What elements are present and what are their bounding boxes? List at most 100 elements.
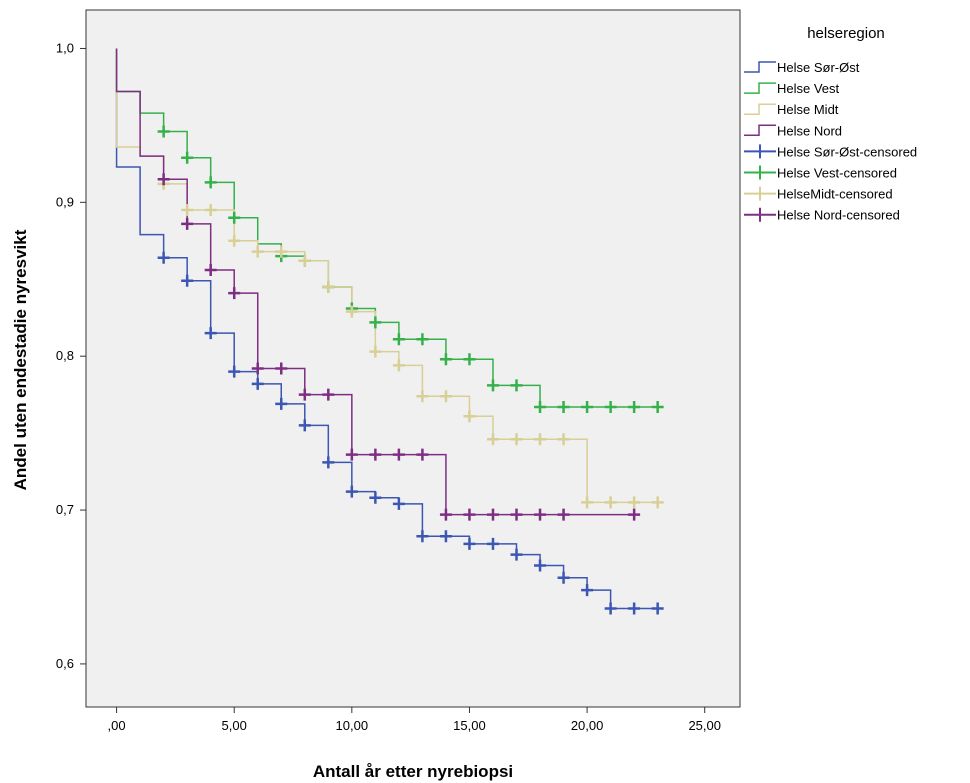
x-tick-label: 20,00 — [571, 718, 604, 733]
censor-mark-series-0 — [463, 537, 476, 550]
legend-swatch-censored — [744, 207, 776, 222]
censor-mark-series-3 — [251, 362, 264, 375]
censor-mark-series-0 — [345, 485, 358, 498]
censor-mark-series-2 — [228, 234, 241, 247]
legend-swatch — [744, 103, 776, 115]
censor-mark-series-0 — [369, 491, 382, 504]
censor-mark-series-0 — [510, 548, 523, 561]
censor-mark-series-3 — [369, 448, 382, 461]
x-tick-label: 25,00 — [688, 718, 721, 733]
censor-mark-series-3 — [510, 508, 523, 521]
y-tick-label: 0,9 — [56, 194, 74, 209]
plot-background — [85, 9, 741, 708]
censor-mark-series-1 — [628, 400, 641, 413]
legend-label: HelseMidt-censored — [777, 187, 893, 202]
censor-mark-series-0 — [251, 377, 264, 390]
legend-label: Helse Vest-censored — [777, 166, 897, 181]
censor-mark-series-2 — [557, 433, 570, 446]
censor-mark-series-3 — [228, 287, 241, 300]
censor-mark-series-1 — [204, 176, 217, 189]
censor-mark-series-2 — [510, 433, 523, 446]
censor-mark-series-1 — [604, 400, 617, 413]
censor-mark-series-3 — [628, 508, 641, 521]
censor-mark-series-0 — [651, 602, 664, 615]
censor-mark-series-1 — [416, 333, 429, 346]
y-tick-label: 0,7 — [56, 502, 74, 517]
x-axis: ,00 5,00 10,00 15,00 20,00 25,00 — [108, 707, 721, 733]
curve-series-0 — [115, 48, 658, 610]
censor-mark-series-0 — [486, 537, 499, 550]
censor-mark-series-2 — [651, 496, 664, 509]
censor-mark-series-1 — [581, 400, 594, 413]
legend-label: Helse Vest — [777, 81, 840, 96]
censor-mark-series-2 — [322, 280, 335, 293]
y-axis: 0,6 0,7 0,8 0,9 1,0 — [56, 40, 86, 671]
censor-mark-series-3 — [275, 362, 288, 375]
legend-swatch — [744, 124, 776, 137]
censor-mark-series-0 — [581, 584, 594, 597]
censor-mark-series-0 — [228, 365, 241, 378]
legend-swatch — [744, 61, 776, 73]
censor-mark-series-1 — [510, 379, 523, 392]
censor-mark-series-2 — [604, 496, 617, 509]
legend-label: Helse Sør-Øst-censored — [777, 144, 917, 159]
x-tick-label: 10,00 — [336, 718, 369, 733]
censor-mark-series-3 — [157, 173, 170, 186]
censor-mark-series-3 — [204, 264, 217, 277]
censor-mark-series-1 — [392, 333, 405, 346]
censor-mark-series-2 — [416, 390, 429, 403]
censor-mark-series-2 — [298, 254, 311, 267]
censor-mark-series-0 — [439, 530, 452, 543]
legend-swatch — [744, 82, 776, 94]
legend-label: Helse Nord-censored — [777, 208, 900, 223]
censor-mark-series-3 — [345, 448, 358, 461]
censor-mark-series-0 — [557, 571, 570, 584]
legend: helseregion Helse Sør-Øst Helse Vest Helse… — [744, 25, 917, 223]
censor-mark-series-1 — [369, 316, 382, 329]
censor-mark-series-3 — [181, 217, 194, 230]
censor-mark-series-2 — [345, 305, 358, 318]
censor-mark-series-2 — [581, 496, 594, 509]
censor-mark-series-0 — [416, 530, 429, 543]
censor-mark-series-2 — [439, 390, 452, 403]
censor-mark-series-3 — [463, 508, 476, 521]
censor-mark-series-1 — [534, 400, 547, 413]
censor-mark-series-3 — [416, 448, 429, 461]
censor-mark-series-2 — [392, 359, 405, 372]
y-axis-title: Andel uten endestadie nyresvikt — [11, 229, 30, 490]
censor-mark-series-0 — [534, 559, 547, 572]
censor-mark-series-1 — [651, 400, 664, 413]
y-tick-label: 0,8 — [56, 348, 74, 363]
censor-mark-series-0 — [157, 251, 170, 264]
censor-mark-series-0 — [181, 274, 194, 287]
x-axis-title: Antall år etter nyrebiopsi — [313, 762, 513, 781]
censor-mark-series-0 — [604, 602, 617, 615]
censor-mark-series-1 — [463, 353, 476, 366]
censor-mark-series-2 — [534, 433, 547, 446]
censor-mark-series-2 — [181, 204, 194, 217]
censor-mark-series-3 — [392, 448, 405, 461]
censor-mark-series-2 — [369, 345, 382, 358]
legend-label: Helse Nord — [777, 123, 842, 138]
censor-mark-series-1 — [181, 151, 194, 164]
censor-mark-series-2 — [628, 496, 641, 509]
censor-mark-series-2 — [204, 204, 217, 217]
legend-swatch-censored — [744, 144, 776, 159]
censor-mark-series-0 — [322, 456, 335, 469]
censor-mark-series-1 — [157, 125, 170, 138]
legend-label: Helse Sør-Øst — [777, 60, 860, 75]
censor-marks — [157, 125, 664, 615]
legend-title: helseregion — [807, 25, 885, 42]
x-tick-label: 15,00 — [453, 718, 486, 733]
censor-mark-series-0 — [628, 602, 641, 615]
censor-mark-series-2 — [463, 410, 476, 423]
y-tick-label: 0,6 — [56, 656, 74, 671]
curve-series-3 — [115, 48, 635, 516]
censor-mark-series-3 — [534, 508, 547, 521]
censor-mark-series-2 — [275, 245, 288, 258]
censor-mark-series-1 — [439, 353, 452, 366]
censor-mark-series-1 — [228, 211, 241, 224]
y-tick-label: 1,0 — [56, 40, 74, 55]
censor-mark-series-1 — [557, 400, 570, 413]
